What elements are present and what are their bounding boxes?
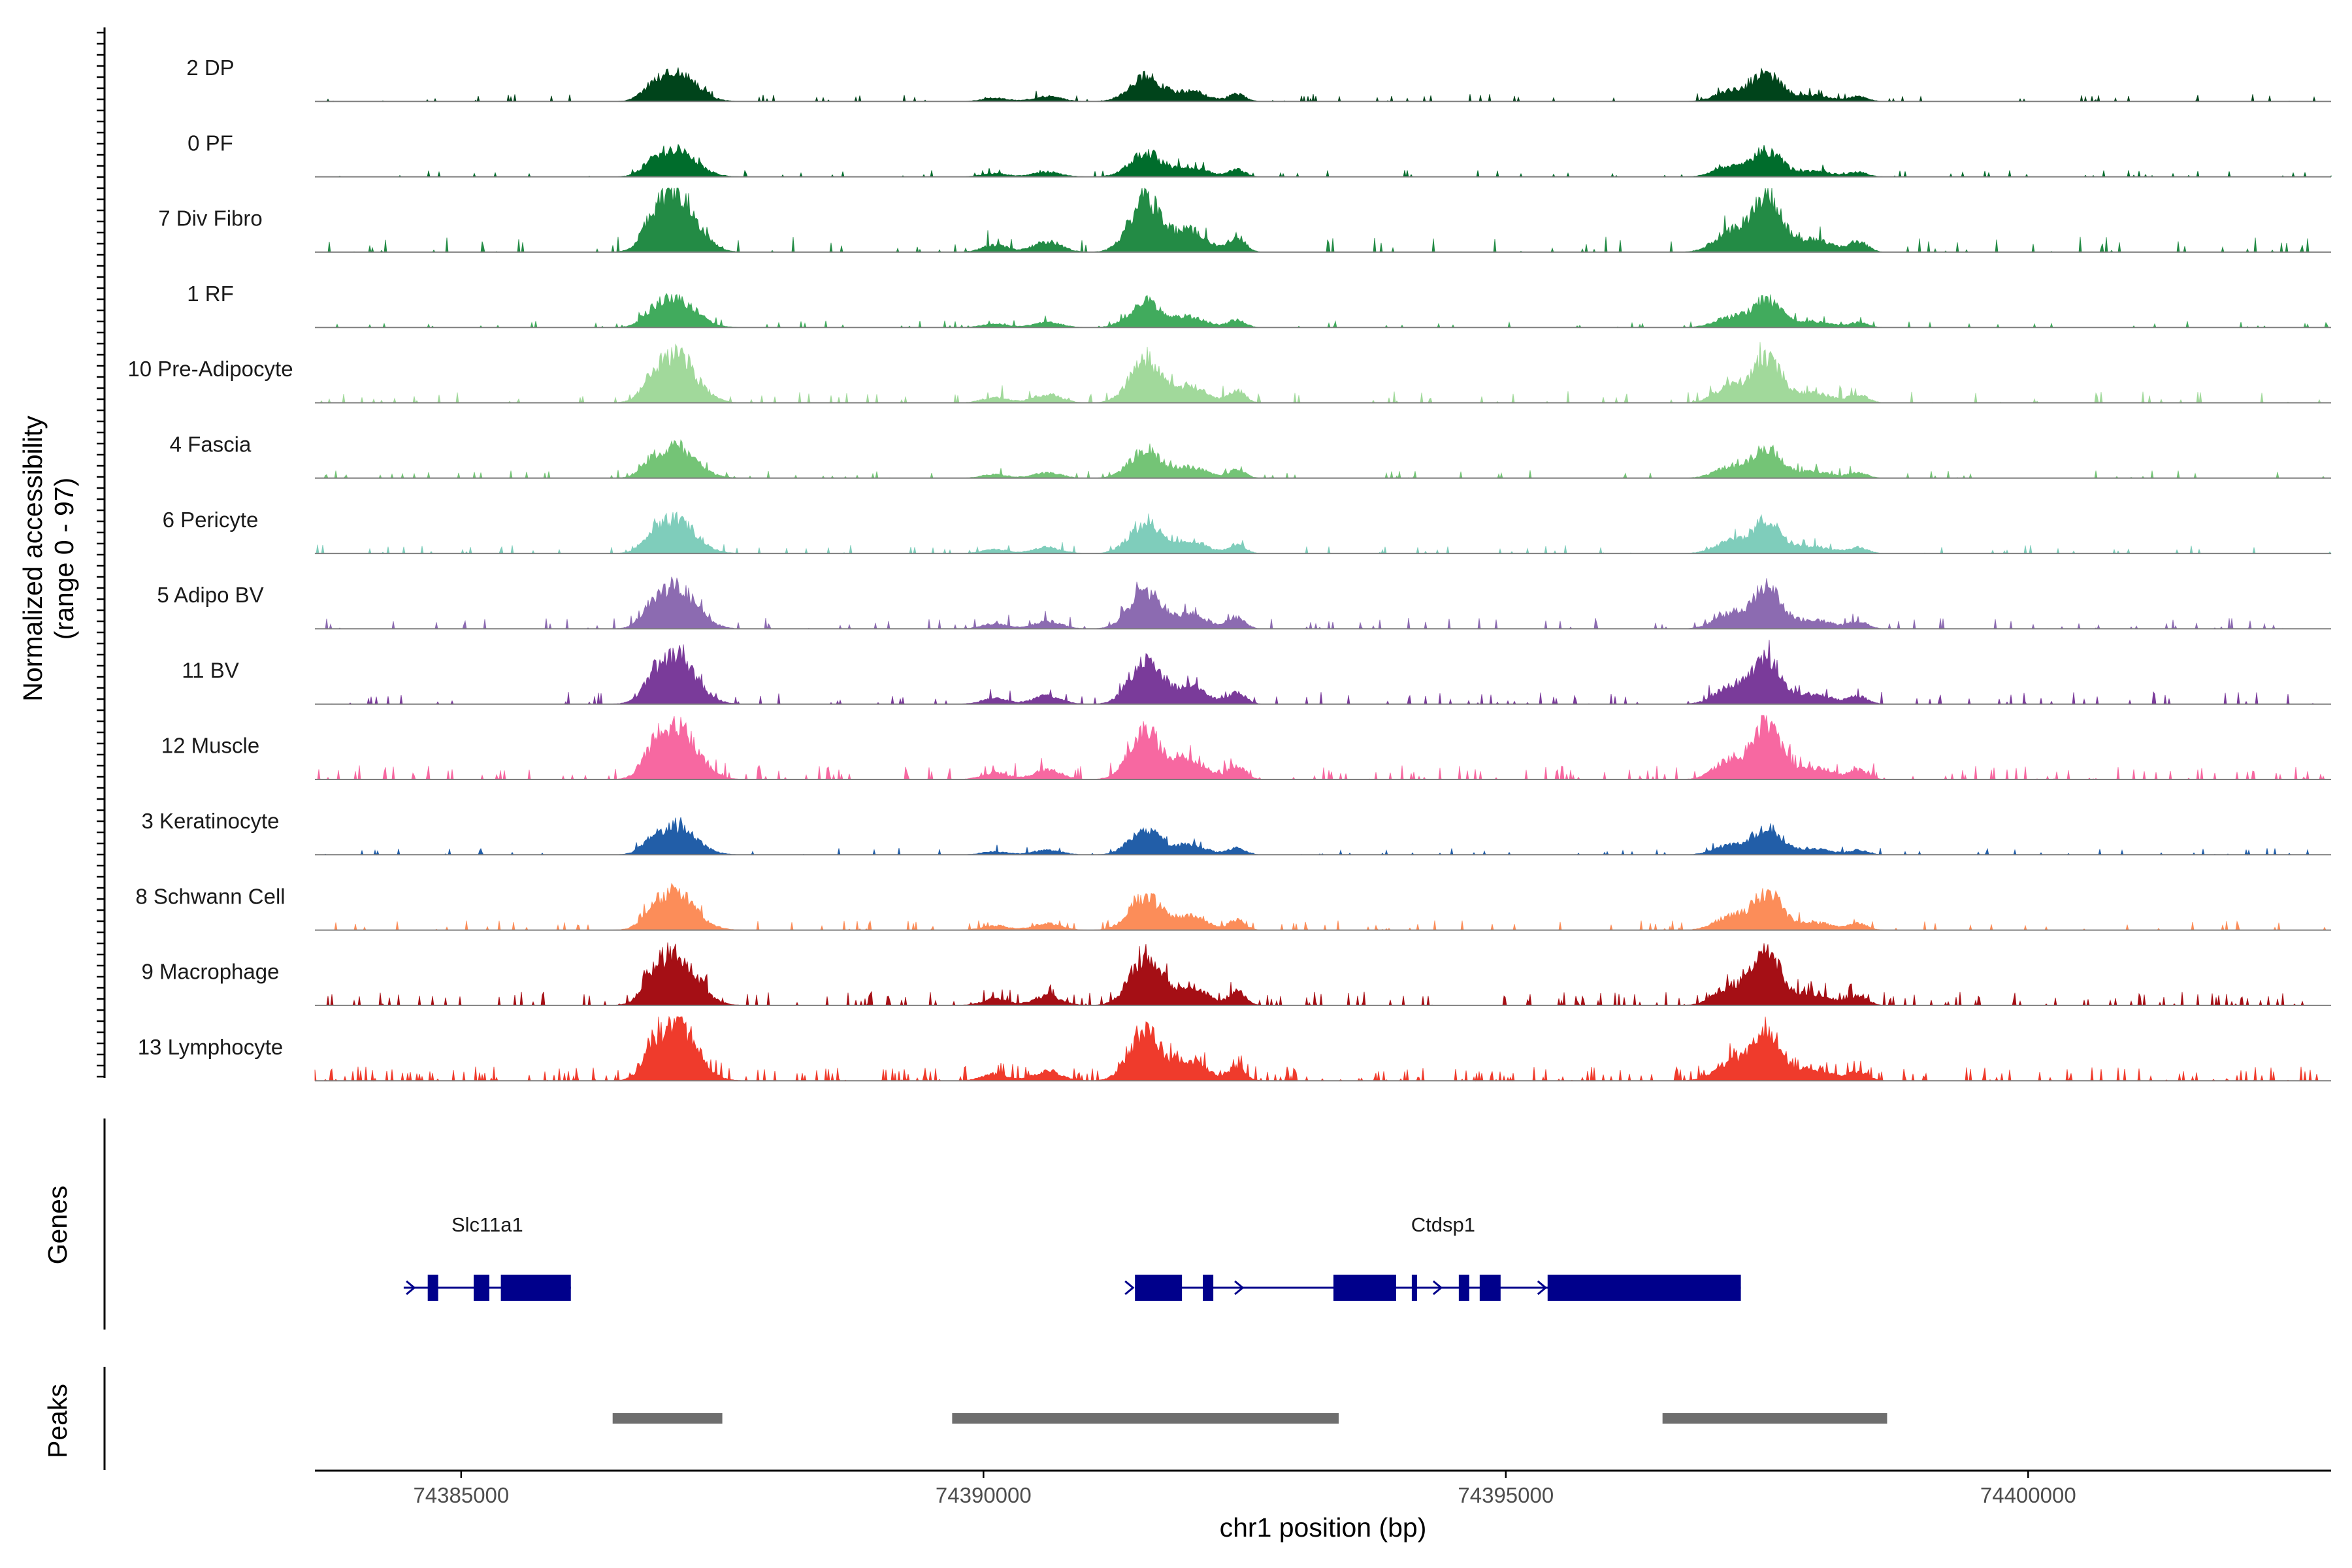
strand-arrow	[1537, 1280, 1548, 1296]
coverage-area	[315, 576, 2331, 630]
coverage-area	[315, 342, 2331, 404]
peak-bar	[612, 1413, 723, 1424]
coverage-area	[315, 67, 2331, 103]
gene-exon	[427, 1275, 438, 1301]
gene-exon	[1458, 1275, 1469, 1301]
gene-label: Slc11a1	[451, 1213, 523, 1236]
track-7-div-fibro: 7 Div Fibro	[158, 187, 2331, 253]
strand-arrow	[1432, 1280, 1443, 1296]
coverage-area	[315, 817, 2331, 856]
y-axis-title-line1: Normalized accessibility	[18, 416, 48, 702]
track-0-pf: 0 PF	[188, 131, 2332, 178]
coverage-tracks: 2 DP 0 PF 7 Div Fibro 1 RF 10 Pre-Adipocyte 4…	[127, 56, 2332, 1082]
track-label: 8 Schwann Cell	[135, 884, 285, 908]
track-label: 0 PF	[188, 131, 233, 155]
peaks-track-title: Peaks	[42, 1384, 73, 1458]
coverage-area	[315, 144, 2332, 178]
track-11-bv: 11 BV	[182, 640, 2331, 706]
track-label: 6 Pericyte	[163, 508, 259, 532]
x-axis-title: chr1 position (bp)	[1220, 1512, 1427, 1543]
track-6-pericyte: 6 Pericyte	[163, 508, 2332, 555]
strand-arrow	[406, 1280, 416, 1296]
strand-arrow	[1234, 1280, 1245, 1296]
gene-exon	[1135, 1275, 1183, 1301]
coverage-area	[315, 293, 2331, 329]
gene-ctdsp1: Ctdsp1	[1124, 1213, 1741, 1301]
track-label: 3 Keratinocyte	[142, 809, 280, 833]
track-label: 7 Div Fibro	[158, 206, 263, 231]
coverage-area	[315, 883, 2331, 931]
track-1-rf: 1 RF	[187, 282, 2331, 329]
gene-slc11a1: Slc11a1	[403, 1213, 571, 1301]
gene-exon	[1333, 1275, 1396, 1301]
gene-exon	[474, 1275, 490, 1301]
y-axis	[97, 27, 106, 1078]
gene-exon	[500, 1275, 571, 1301]
track-10-pre-adipocyte: 10 Pre-Adipocyte	[127, 342, 2331, 404]
x-tick-label: 74390000	[936, 1483, 1032, 1507]
gene-exon	[1203, 1275, 1214, 1301]
gene-exon	[1411, 1275, 1417, 1301]
track-label: 11 BV	[182, 658, 238, 682]
track-2-dp: 2 DP	[186, 56, 2331, 103]
track-label: 12 Muscle	[161, 734, 259, 758]
track-12-muscle: 12 Muscle	[161, 715, 2331, 781]
gene-exon	[1547, 1275, 1741, 1301]
y-axis-title-line2: (range 0 - 97)	[49, 478, 79, 640]
peak-bar	[1662, 1413, 1887, 1424]
track-9-macrophage: 9 Macrophage	[142, 942, 2331, 1007]
coverage-area	[314, 1015, 2331, 1082]
peak-bar	[952, 1413, 1339, 1424]
coverage-area	[315, 439, 2331, 480]
x-axis: 74385000 74390000 74395000 74400000	[315, 1469, 2331, 1507]
coverage-area	[314, 511, 2332, 555]
track-3-keratinocyte: 3 Keratinocyte	[142, 809, 2331, 856]
track-label: 4 Fascia	[170, 433, 252, 457]
track-label: 13 Lymphocyte	[138, 1035, 284, 1059]
coverage-area	[315, 942, 2331, 1007]
track-8-schwann-cell: 8 Schwann Cell	[135, 883, 2331, 931]
coverage-area	[315, 187, 2331, 253]
gene-label: Ctdsp1	[1411, 1213, 1475, 1236]
x-tick-label: 74400000	[1980, 1483, 2076, 1507]
track-4-fascia: 4 Fascia	[170, 433, 2331, 480]
x-tick-label: 74385000	[413, 1483, 509, 1507]
track-label: 10 Pre-Adipocyte	[127, 357, 293, 381]
track-label: 1 RF	[187, 282, 234, 306]
strand-arrow	[1124, 1280, 1135, 1296]
track-label: 9 Macrophage	[142, 960, 280, 984]
x-tick-label: 74395000	[1458, 1483, 1554, 1507]
coverage-area	[315, 715, 2331, 781]
gene-exon	[1479, 1275, 1501, 1301]
track-5-adipo-bv: 5 Adipo BV	[157, 576, 2331, 630]
genes-track-title: Genes	[42, 1186, 73, 1265]
track-13-lymphocyte: 13 Lymphocyte	[138, 1015, 2331, 1082]
track-label: 5 Adipo BV	[157, 583, 263, 607]
coverage-area	[315, 640, 2331, 706]
peaks-track	[103, 1367, 1887, 1470]
track-label: 2 DP	[186, 56, 234, 80]
genes-track: Slc11a1 Ctdsp1	[103, 1119, 1741, 1330]
